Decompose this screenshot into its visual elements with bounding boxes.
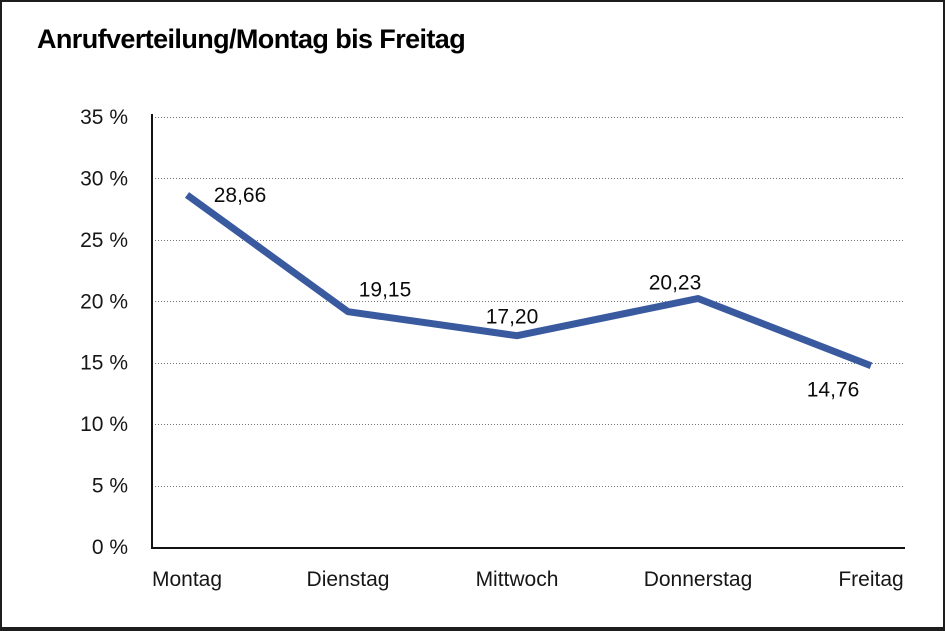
data-point-label: 17,20: [486, 306, 539, 329]
x-axis-label: Dienstag: [307, 568, 390, 591]
data-point-label: 20,23: [649, 271, 702, 294]
x-axis-label: Freitag: [838, 568, 903, 591]
x-axis-label: Mittwoch: [476, 568, 559, 591]
y-tick-label: 30 %: [80, 167, 128, 190]
y-tick-label: 5 %: [92, 475, 128, 498]
y-tick-label: 25 %: [80, 229, 128, 252]
x-axis-label: Montag: [152, 568, 222, 591]
data-point-label: 28,66: [214, 184, 267, 207]
data-point-label: 19,15: [359, 279, 412, 302]
y-tick-label: 35 %: [80, 106, 128, 129]
y-tick-label: 10 %: [80, 413, 128, 436]
y-tick-label: 0 %: [92, 536, 128, 559]
y-tick-label: 20 %: [80, 290, 128, 313]
y-tick-label: 15 %: [80, 352, 128, 375]
series-line: [184, 192, 873, 369]
chart-title: Anrufverteilung/Montag bis Freitag: [37, 24, 466, 54]
x-axis-label: Donnerstag: [644, 568, 753, 591]
data-point-label: 14,76: [807, 379, 860, 402]
